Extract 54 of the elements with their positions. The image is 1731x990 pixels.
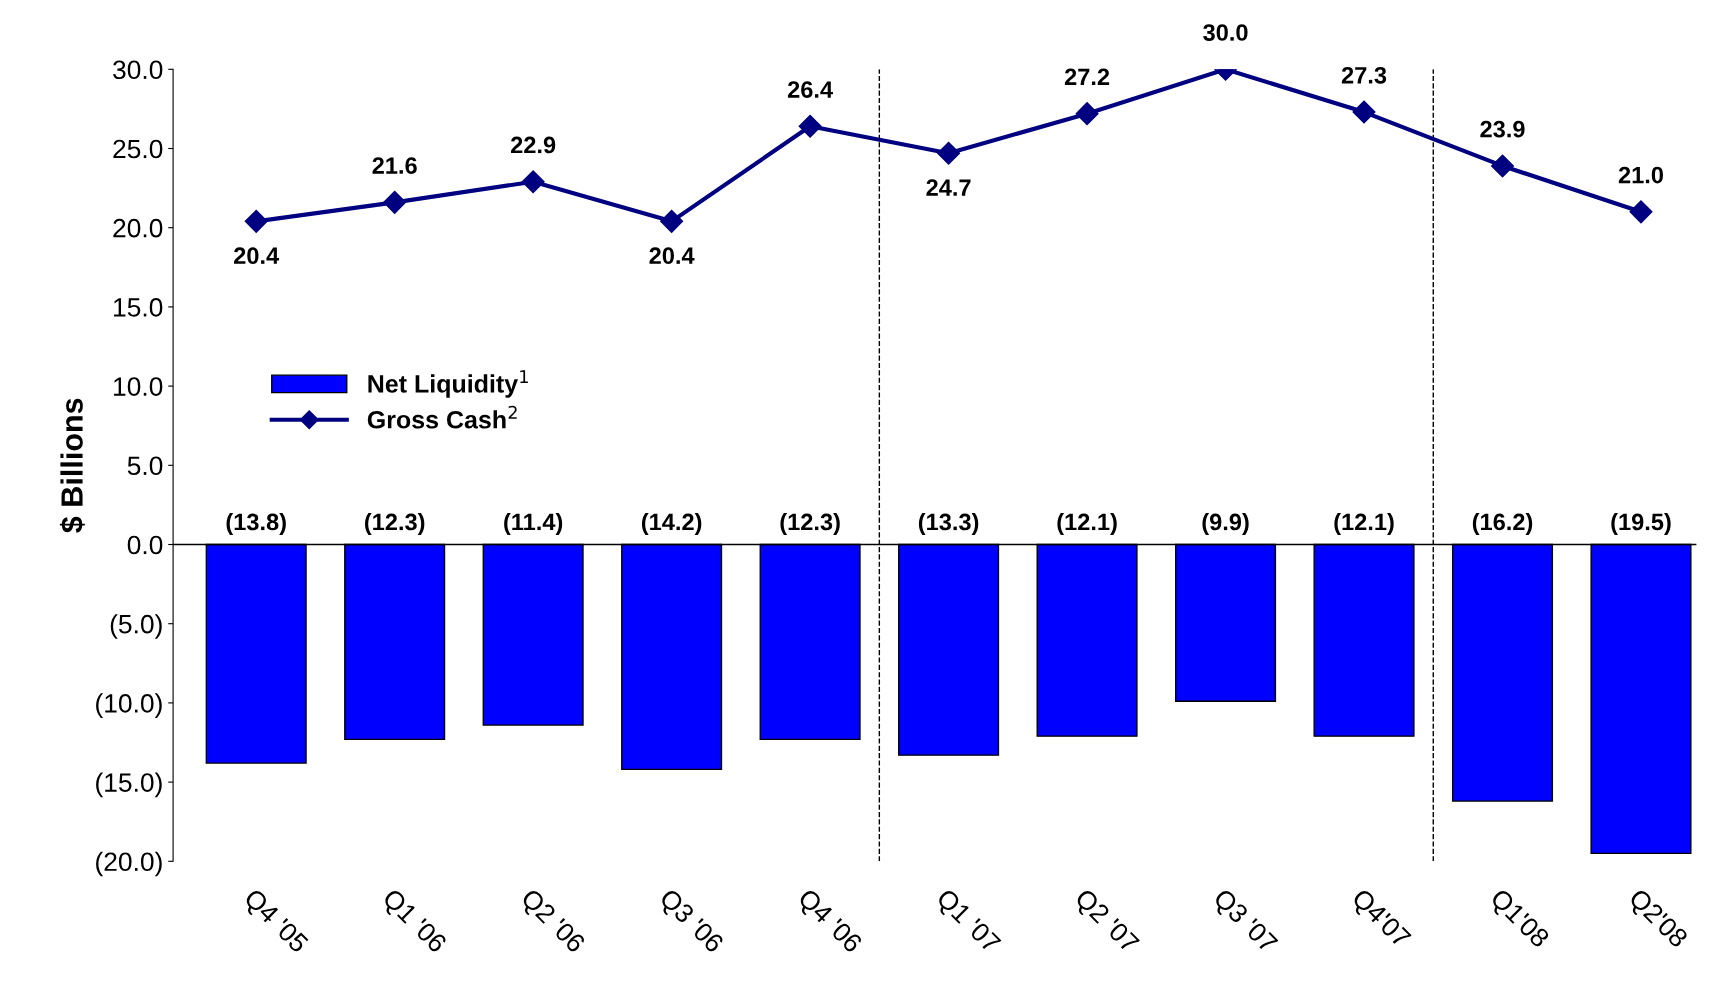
y-tick-label: 10.0 — [114, 377, 163, 396]
x-tick-label: Q4 '05 — [240, 887, 310, 957]
data-label: (12.3) — [780, 512, 840, 535]
x-tick-label: Q4 '06 — [793, 887, 864, 957]
data-label: (14.2) — [641, 512, 702, 535]
point — [937, 141, 961, 165]
data-label: (13.8) — [226, 512, 286, 535]
point — [1629, 200, 1653, 224]
y-tick-label: 0.0 — [127, 535, 163, 555]
data-label: 20.4 — [234, 247, 280, 265]
data-label: (9.9) — [1202, 512, 1249, 535]
data-label: (12.1) — [1057, 512, 1117, 535]
point — [244, 209, 268, 233]
data-label: 30.0 — [1203, 24, 1248, 41]
data-label: 26.4 — [787, 81, 833, 98]
y-tick-label: (10.0) — [96, 693, 162, 718]
data-label: 27.2 — [1064, 68, 1110, 85]
y-axis-title: $ Billions — [59, 398, 85, 533]
y-tick-label: (5.0) — [110, 614, 162, 639]
legend-label: Net Liquidity$^{1}$ — [368, 370, 528, 398]
y-tick-label: 25.0 — [113, 139, 163, 159]
data-label: 27.3 — [1341, 66, 1387, 84]
x-tick-label: Q3 '07 — [1209, 887, 1279, 957]
data-label: 24.7 — [926, 179, 971, 196]
point — [1352, 100, 1376, 124]
data-label: (13.3) — [918, 512, 979, 535]
data-label: (16.2) — [1472, 512, 1533, 535]
y-tick-label: 30.0 — [113, 60, 163, 80]
x-tick-label: Q2 '06 — [516, 887, 587, 957]
x-tick-label: Q1 '07 — [932, 887, 1002, 957]
data-label: 21.0 — [1618, 166, 1663, 184]
x-tick-label: Q3 '06 — [655, 887, 725, 957]
data-label: 20.4 — [649, 247, 695, 265]
point — [798, 114, 822, 138]
y-tick-label: (15.0) — [96, 772, 162, 798]
data-label: 21.6 — [372, 157, 417, 174]
y-tick-label: 5.0 — [127, 456, 163, 476]
point — [1491, 154, 1515, 178]
data-label: (19.5) — [1611, 512, 1671, 535]
data-label: 22.9 — [510, 136, 556, 154]
point — [660, 209, 684, 233]
point — [521, 170, 545, 194]
point — [1075, 102, 1099, 126]
y-tick-label: (20.0) — [96, 851, 162, 877]
legend-label: Gross Cash$^{2}$ — [367, 405, 517, 429]
point — [383, 190, 407, 214]
x-tick-label: Q1 '06 — [378, 887, 448, 957]
y-tick-label: 15.0 — [114, 298, 163, 317]
x-tick-label: Q2 '07 — [1070, 887, 1141, 957]
data-label: 23.9 — [1480, 120, 1525, 138]
y-tick-label: 20.0 — [113, 218, 163, 238]
data-label: (12.3) — [365, 512, 425, 535]
data-label: (12.1) — [1334, 512, 1394, 535]
data-label: (11.4) — [504, 512, 563, 535]
